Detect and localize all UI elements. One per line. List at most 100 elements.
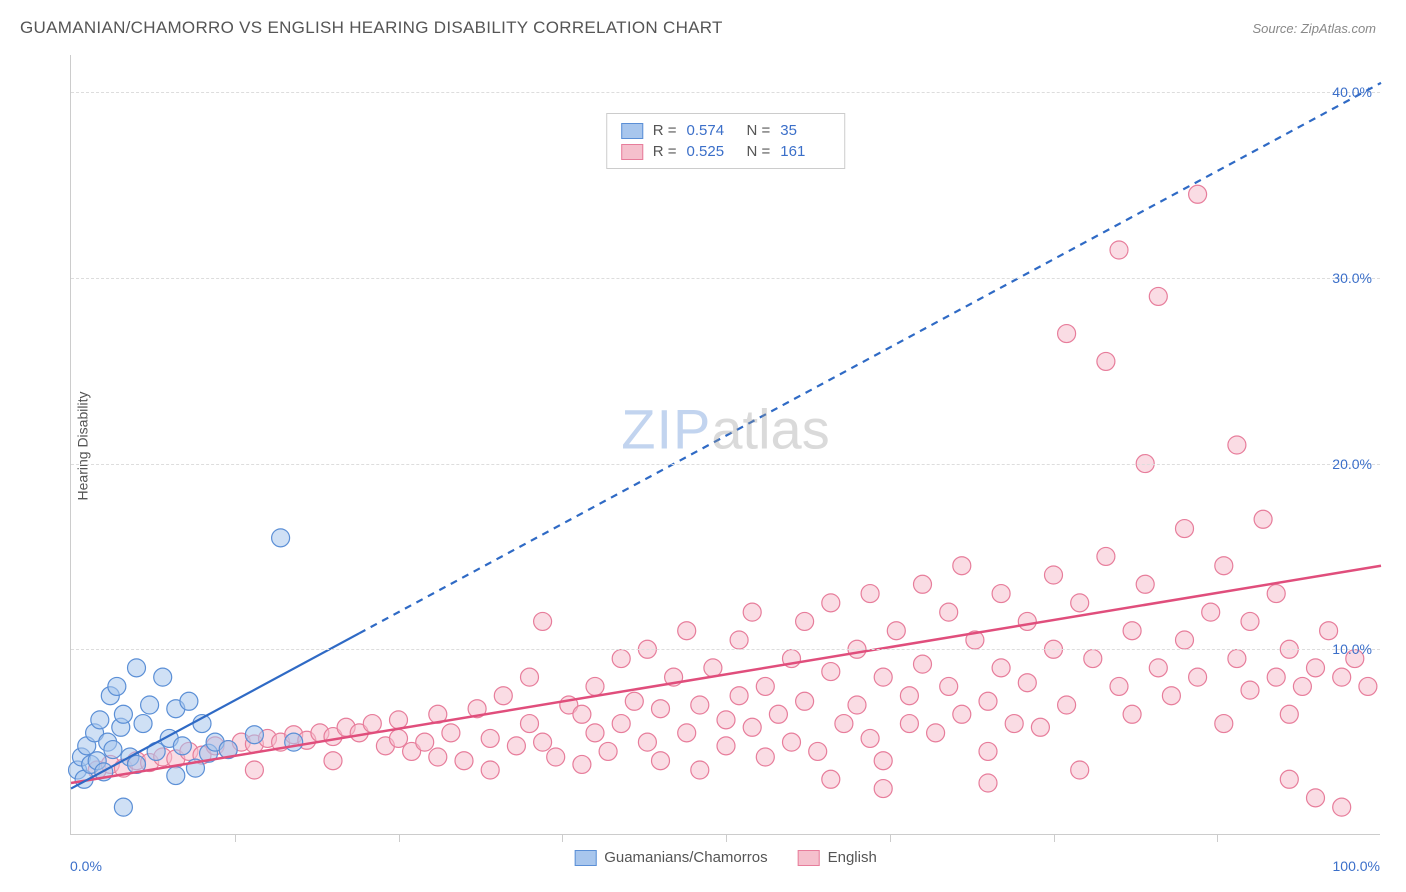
series2-point xyxy=(756,677,774,695)
series2-point xyxy=(1215,715,1233,733)
series2-point xyxy=(730,687,748,705)
y-tick-label: 40.0% xyxy=(1332,84,1372,100)
series2-point xyxy=(1176,631,1194,649)
x-tick-mark xyxy=(890,834,891,842)
legend-stat-row: R =0.574N =35 xyxy=(621,120,831,141)
series1-point xyxy=(173,737,191,755)
series2-point xyxy=(743,718,761,736)
series2-point xyxy=(625,692,643,710)
series2-point xyxy=(1228,650,1246,668)
series2-point xyxy=(494,687,512,705)
series2-point xyxy=(534,612,552,630)
legend-swatch xyxy=(621,123,643,139)
series2-point xyxy=(874,752,892,770)
series2-point xyxy=(1293,677,1311,695)
chart-title: GUAMANIAN/CHAMORRO VS ENGLISH HEARING DI… xyxy=(20,18,723,38)
x-tick-mark xyxy=(1217,834,1218,842)
series2-point xyxy=(547,748,565,766)
series2-point xyxy=(1071,761,1089,779)
series2-point xyxy=(1333,668,1351,686)
series2-point xyxy=(612,650,630,668)
series2-point xyxy=(1136,575,1154,593)
series2-point xyxy=(1097,547,1115,565)
series2-point xyxy=(730,631,748,649)
series2-point xyxy=(1215,557,1233,575)
series2-point xyxy=(756,748,774,766)
legend-r-label: R = xyxy=(653,122,677,139)
series2-point xyxy=(1307,659,1325,677)
series2-point xyxy=(1084,650,1102,668)
chart-header: GUAMANIAN/CHAMORRO VS ENGLISH HEARING DI… xyxy=(0,0,1406,50)
series2-point xyxy=(573,705,591,723)
series2-point xyxy=(848,696,866,714)
series2-point xyxy=(1176,520,1194,538)
series2-point xyxy=(1267,668,1285,686)
series2-point xyxy=(534,733,552,751)
series2-point xyxy=(940,677,958,695)
series2-point xyxy=(324,752,342,770)
series2-point xyxy=(1058,325,1076,343)
series2-point xyxy=(612,715,630,733)
series1-point xyxy=(141,696,159,714)
series2-point xyxy=(1097,352,1115,370)
x-tick-mark xyxy=(399,834,400,842)
series2-point xyxy=(586,677,604,695)
series2-point xyxy=(652,700,670,718)
series2-point xyxy=(809,742,827,760)
series2-point xyxy=(678,622,696,640)
series2-point xyxy=(429,748,447,766)
series2-point xyxy=(874,668,892,686)
series2-point xyxy=(1254,510,1272,528)
series2-point xyxy=(1123,622,1141,640)
series2-point xyxy=(979,692,997,710)
series1-point xyxy=(154,668,172,686)
series2-point xyxy=(979,774,997,792)
gridline xyxy=(71,464,1380,465)
legend-n-value: 35 xyxy=(780,122,830,139)
series2-point xyxy=(390,711,408,729)
series2-point xyxy=(1031,718,1049,736)
series1-point xyxy=(108,677,126,695)
series2-point xyxy=(796,612,814,630)
series2-point xyxy=(900,687,918,705)
series2-point xyxy=(743,603,761,621)
series2-point xyxy=(1228,436,1246,454)
series1-point xyxy=(114,705,132,723)
series2-point xyxy=(481,761,499,779)
series1-point xyxy=(245,726,263,744)
series2-point xyxy=(1241,681,1259,699)
gridline xyxy=(71,92,1380,93)
series2-point xyxy=(521,715,539,733)
legend-n-label: N = xyxy=(747,143,771,160)
y-tick-label: 30.0% xyxy=(1332,270,1372,286)
series2-point xyxy=(507,737,525,755)
series2-point xyxy=(678,724,696,742)
legend-r-value: 0.574 xyxy=(687,122,737,139)
legend-r-value: 0.525 xyxy=(687,143,737,160)
series2-point xyxy=(796,692,814,710)
y-tick-label: 20.0% xyxy=(1332,456,1372,472)
x-tick-label: 0.0% xyxy=(70,858,102,874)
series1-point xyxy=(104,741,122,759)
series1-point xyxy=(167,767,185,785)
series2-point xyxy=(940,603,958,621)
x-tick-mark xyxy=(235,834,236,842)
series2-point xyxy=(691,761,709,779)
legend-stat-row: R =0.525N =161 xyxy=(621,141,831,162)
series2-point xyxy=(455,752,473,770)
series1-point xyxy=(91,711,109,729)
gridline xyxy=(71,278,1380,279)
x-tick-mark xyxy=(726,834,727,842)
series2-point xyxy=(1071,594,1089,612)
series2-point xyxy=(1018,612,1036,630)
series2-point xyxy=(652,752,670,770)
gridline xyxy=(71,649,1380,650)
series2-point xyxy=(1280,705,1298,723)
x-tick-label: 100.0% xyxy=(1333,858,1380,874)
legend-n-value: 161 xyxy=(780,143,830,160)
series1-point xyxy=(180,692,198,710)
series2-point xyxy=(1189,185,1207,203)
series2-point xyxy=(1058,696,1076,714)
series1-trendline xyxy=(71,633,359,788)
series2-point xyxy=(442,724,460,742)
